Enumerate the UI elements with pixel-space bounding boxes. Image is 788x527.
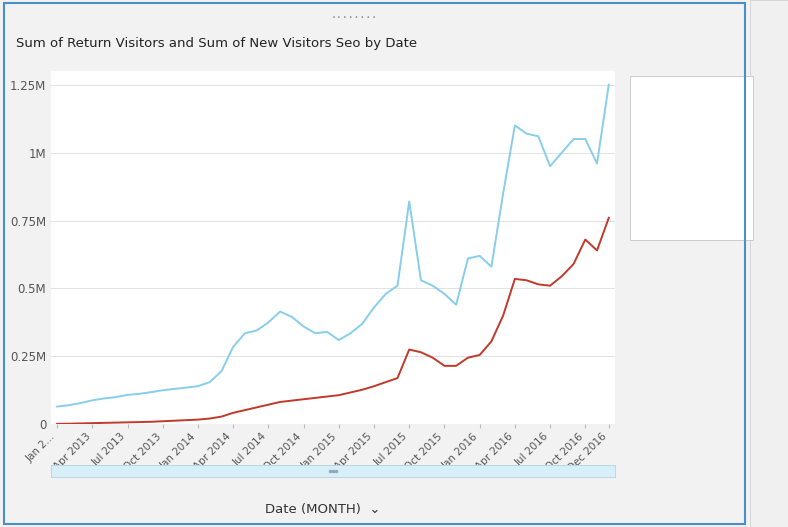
Text: »: » [765,46,773,59]
Text: ●: ● [646,130,660,144]
Text: Mobile uniques: Mobile uniques [764,248,773,332]
Text: ●: ● [646,169,660,184]
Text: Date (MONTH)  ⌄: Date (MONTH) ⌄ [266,503,381,516]
Text: New visitor...: New visitor... [666,133,742,146]
Text: ⤢: ⤢ [765,131,773,143]
Text: Sum of Return Visitors and Sum of New Visitors Seo by Date: Sum of Return Visitors and Sum of New Vi… [16,37,417,50]
Text: ...: ... [763,173,775,186]
Text: Legend: Legend [646,100,698,113]
Text: Return visit...: Return visit... [666,173,745,186]
Text: ⚙: ⚙ [764,89,775,101]
Text: ........: ........ [331,10,378,19]
